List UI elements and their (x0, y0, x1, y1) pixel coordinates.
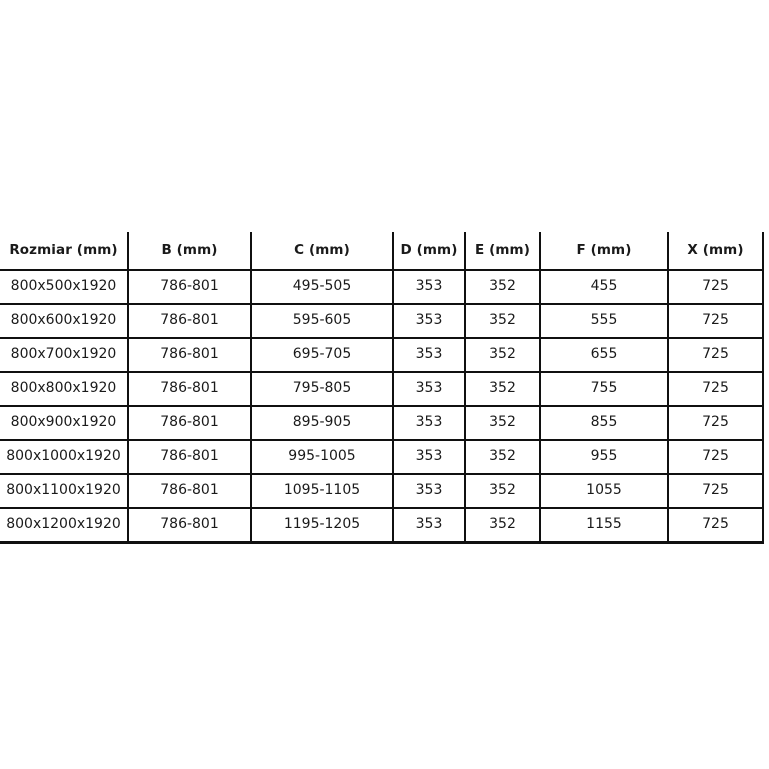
table-header-row: Rozmiar (mm) B (mm) C (mm) D (mm) E (mm)… (0, 232, 764, 271)
cell-f: 855 (540, 406, 669, 441)
cell-d: 353 (393, 338, 466, 373)
column-header-f: F (mm) (540, 232, 669, 271)
cell-b: 786-801 (128, 406, 252, 441)
dimensions-table-container: Rozmiar (mm) B (mm) C (mm) D (mm) E (mm)… (0, 232, 764, 544)
cell-e: 352 (465, 406, 541, 441)
cell-b: 786-801 (128, 304, 252, 339)
cell-b: 786-801 (128, 372, 252, 407)
cell-b: 786-801 (128, 508, 252, 544)
cell-rozmiar: 800x1200x1920 (0, 508, 129, 544)
column-header-e: E (mm) (465, 232, 541, 271)
cell-f: 955 (540, 440, 669, 475)
cell-b: 786-801 (128, 440, 252, 475)
cell-c: 895-905 (251, 406, 394, 441)
cell-b: 786-801 (128, 474, 252, 509)
table-row: 800x600x1920 786-801 595-605 353 352 555… (0, 304, 764, 339)
cell-c: 995-1005 (251, 440, 394, 475)
table-body: 800x500x1920 786-801 495-505 353 352 455… (0, 270, 764, 544)
column-header-rozmiar: Rozmiar (mm) (0, 232, 129, 271)
cell-e: 352 (465, 372, 541, 407)
cell-e: 352 (465, 440, 541, 475)
cell-x: 725 (668, 406, 764, 441)
table-row: 800x1200x1920 786-801 1195-1205 353 352 … (0, 508, 764, 544)
cell-b: 786-801 (128, 270, 252, 305)
cell-rozmiar: 800x900x1920 (0, 406, 129, 441)
cell-c: 1195-1205 (251, 508, 394, 544)
cell-f: 755 (540, 372, 669, 407)
cell-rozmiar: 800x1000x1920 (0, 440, 129, 475)
cell-rozmiar: 800x600x1920 (0, 304, 129, 339)
cell-rozmiar: 800x700x1920 (0, 338, 129, 373)
cell-x: 725 (668, 338, 764, 373)
cell-d: 353 (393, 440, 466, 475)
cell-rozmiar: 800x800x1920 (0, 372, 129, 407)
cell-f: 455 (540, 270, 669, 305)
table-row: 800x700x1920 786-801 695-705 353 352 655… (0, 338, 764, 373)
table-row: 800x1000x1920 786-801 995-1005 353 352 9… (0, 440, 764, 475)
cell-c: 1095-1105 (251, 474, 394, 509)
column-header-c: C (mm) (251, 232, 394, 271)
cell-rozmiar: 800x1100x1920 (0, 474, 129, 509)
cell-d: 353 (393, 474, 466, 509)
cell-c: 695-705 (251, 338, 394, 373)
cell-x: 725 (668, 474, 764, 509)
cell-c: 495-505 (251, 270, 394, 305)
cell-f: 555 (540, 304, 669, 339)
cell-e: 352 (465, 338, 541, 373)
cell-f: 1155 (540, 508, 669, 544)
table-row: 800x800x1920 786-801 795-805 353 352 755… (0, 372, 764, 407)
cell-f: 655 (540, 338, 669, 373)
table-row: 800x1100x1920 786-801 1095-1105 353 352 … (0, 474, 764, 509)
cell-x: 725 (668, 508, 764, 544)
cell-f: 1055 (540, 474, 669, 509)
cell-x: 725 (668, 304, 764, 339)
table-row: 800x900x1920 786-801 895-905 353 352 855… (0, 406, 764, 441)
cell-b: 786-801 (128, 338, 252, 373)
cell-x: 725 (668, 372, 764, 407)
cell-e: 352 (465, 304, 541, 339)
cell-rozmiar: 800x500x1920 (0, 270, 129, 305)
column-header-d: D (mm) (393, 232, 466, 271)
cell-e: 352 (465, 270, 541, 305)
cell-d: 353 (393, 508, 466, 544)
cell-d: 353 (393, 406, 466, 441)
column-header-x: X (mm) (668, 232, 764, 271)
cell-e: 352 (465, 474, 541, 509)
cell-d: 353 (393, 372, 466, 407)
column-header-b: B (mm) (128, 232, 252, 271)
cell-c: 795-805 (251, 372, 394, 407)
cell-c: 595-605 (251, 304, 394, 339)
table-header: Rozmiar (mm) B (mm) C (mm) D (mm) E (mm)… (0, 232, 764, 271)
cell-d: 353 (393, 270, 466, 305)
cell-x: 725 (668, 440, 764, 475)
cell-e: 352 (465, 508, 541, 544)
table-row: 800x500x1920 786-801 495-505 353 352 455… (0, 270, 764, 305)
cell-x: 725 (668, 270, 764, 305)
dimensions-table: Rozmiar (mm) B (mm) C (mm) D (mm) E (mm)… (0, 232, 764, 544)
cell-d: 353 (393, 304, 466, 339)
